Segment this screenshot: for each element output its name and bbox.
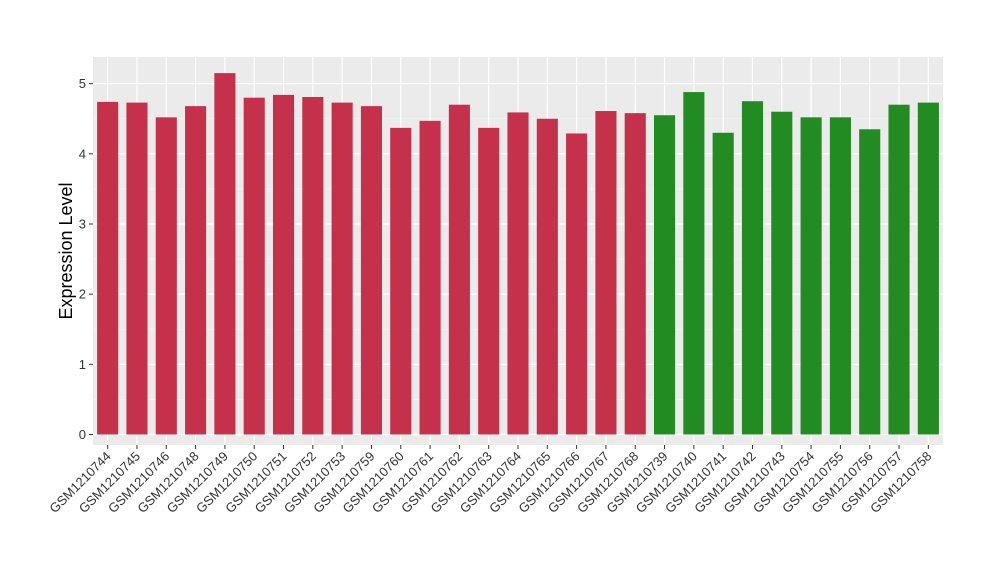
y-tick-label: 4 [79, 146, 86, 161]
bar [331, 102, 353, 435]
y-axis-title: Expression Level [56, 182, 76, 319]
bar [712, 132, 734, 435]
bar [272, 94, 295, 435]
bar [536, 118, 558, 435]
y-tick-label: 2 [79, 287, 86, 302]
bar [800, 117, 822, 435]
bar [654, 115, 676, 435]
bar [419, 120, 441, 435]
bar [888, 104, 910, 435]
bar [214, 73, 236, 435]
y-tick-label: 1 [79, 357, 86, 372]
bar [478, 127, 500, 435]
bar [360, 106, 382, 435]
bar [390, 127, 412, 435]
y-axis: 0 1 2 3 4 5 [79, 76, 93, 442]
bar [448, 104, 470, 435]
y-tick-label: 5 [79, 76, 86, 91]
bar [566, 133, 588, 435]
bar [624, 113, 646, 435]
x-axis: GSM1210744GSM1210745GSM1210746GSM1210748… [46, 445, 934, 516]
bar [829, 117, 851, 435]
bar [741, 101, 764, 435]
bars [97, 73, 939, 435]
bar [302, 96, 324, 435]
bar [126, 102, 148, 435]
y-tick-label: 0 [79, 427, 86, 442]
y-tick-label: 3 [79, 216, 86, 231]
bar [507, 112, 529, 435]
bar [97, 101, 119, 435]
bar [243, 97, 265, 435]
bar [683, 92, 705, 435]
bar [595, 111, 617, 435]
bar [155, 117, 177, 435]
bar [185, 106, 207, 435]
bar [859, 129, 881, 435]
bar [771, 111, 793, 435]
bar [917, 102, 939, 435]
